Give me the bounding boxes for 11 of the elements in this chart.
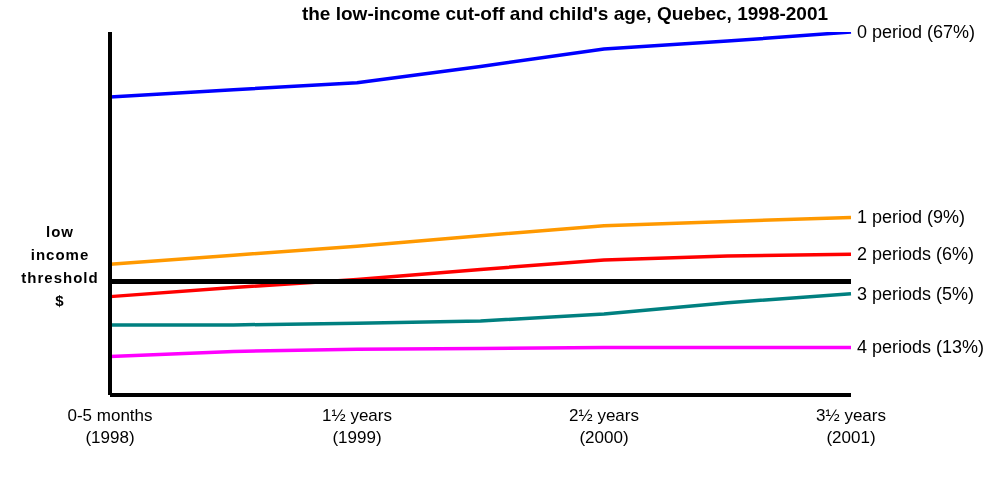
series-label: 4 periods (13%) — [857, 337, 985, 358]
x-tick-label: 2½ years (2000) — [569, 406, 639, 447]
ref-line-label: low income threshold $ — [21, 223, 99, 310]
series-label: 0 period (67%) — [857, 22, 976, 42]
x-tick-label: 3½ years (2001) — [816, 406, 886, 447]
x-tick-label: 1½ years (1999) — [322, 406, 392, 447]
chart-title: the low-income cut-off and child's age, Quebec, 1998-2001 — [301, 3, 829, 24]
series-label: 2 periods (6%) — [857, 244, 975, 265]
series-label: 3 periods (5%) — [857, 283, 975, 304]
x-tick-label: 0-5 months (1998) — [67, 406, 153, 447]
series-label: 1 period (9%) — [857, 207, 966, 228]
